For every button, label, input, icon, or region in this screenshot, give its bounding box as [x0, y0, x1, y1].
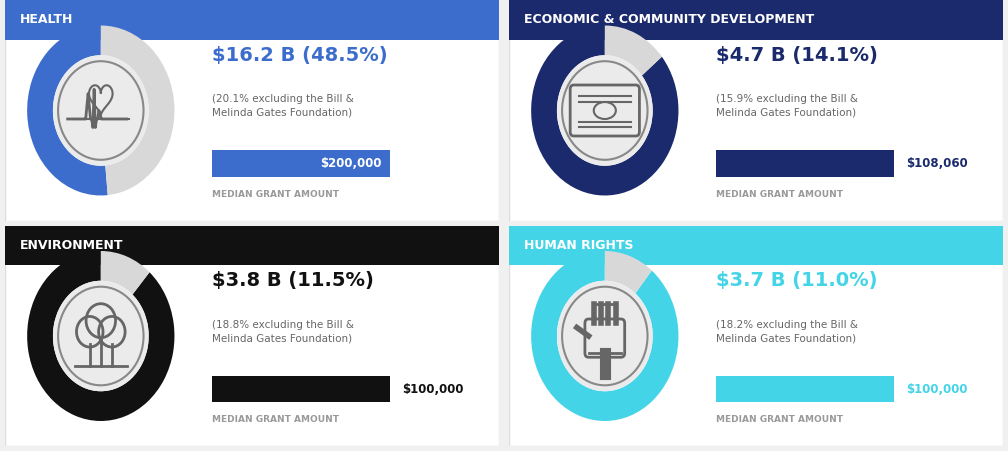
FancyBboxPatch shape — [5, 0, 499, 221]
Text: (18.2% excluding the Bill &
Melinda Gates Foundation): (18.2% excluding the Bill & Melinda Gate… — [717, 320, 859, 343]
Circle shape — [53, 281, 149, 391]
FancyBboxPatch shape — [5, 226, 499, 265]
FancyBboxPatch shape — [509, 226, 1003, 265]
FancyBboxPatch shape — [509, 226, 1003, 446]
Wedge shape — [27, 251, 174, 421]
FancyBboxPatch shape — [213, 150, 390, 177]
Text: HEALTH: HEALTH — [20, 14, 74, 27]
Text: $4.7 B (14.1%): $4.7 B (14.1%) — [717, 46, 878, 65]
Wedge shape — [531, 26, 678, 195]
Circle shape — [58, 61, 143, 160]
FancyBboxPatch shape — [509, 0, 1003, 40]
Text: MEDIAN GRANT AMOUNT: MEDIAN GRANT AMOUNT — [717, 190, 844, 199]
Text: MEDIAN GRANT AMOUNT: MEDIAN GRANT AMOUNT — [717, 415, 844, 424]
FancyBboxPatch shape — [5, 0, 499, 40]
FancyBboxPatch shape — [717, 376, 894, 402]
Text: ENVIRONMENT: ENVIRONMENT — [20, 239, 123, 252]
Text: (15.9% excluding the Bill &
Melinda Gates Foundation): (15.9% excluding the Bill & Melinda Gate… — [717, 94, 859, 118]
Wedge shape — [27, 26, 108, 195]
Text: $100,000: $100,000 — [906, 382, 968, 396]
Wedge shape — [531, 251, 678, 421]
Wedge shape — [101, 26, 174, 195]
Text: (20.1% excluding the Bill &
Melinda Gates Foundation): (20.1% excluding the Bill & Melinda Gate… — [213, 94, 354, 118]
FancyBboxPatch shape — [5, 226, 499, 446]
Circle shape — [556, 55, 653, 166]
Text: MEDIAN GRANT AMOUNT: MEDIAN GRANT AMOUNT — [213, 415, 340, 424]
Wedge shape — [101, 251, 149, 295]
Text: ECONOMIC & COMMUNITY DEVELOPMENT: ECONOMIC & COMMUNITY DEVELOPMENT — [524, 14, 814, 27]
Wedge shape — [605, 251, 652, 294]
Text: $200,000: $200,000 — [321, 157, 382, 170]
Text: $3.7 B (11.0%): $3.7 B (11.0%) — [717, 271, 878, 290]
FancyBboxPatch shape — [717, 150, 894, 177]
Text: HUMAN RIGHTS: HUMAN RIGHTS — [524, 239, 633, 252]
Text: $3.8 B (11.5%): $3.8 B (11.5%) — [213, 271, 374, 290]
Circle shape — [562, 287, 647, 385]
Circle shape — [562, 61, 647, 160]
FancyBboxPatch shape — [509, 0, 1003, 221]
Text: MEDIAN GRANT AMOUNT: MEDIAN GRANT AMOUNT — [213, 190, 340, 199]
Circle shape — [58, 287, 143, 385]
Circle shape — [53, 55, 149, 166]
FancyBboxPatch shape — [213, 376, 390, 402]
Text: $16.2 B (48.5%): $16.2 B (48.5%) — [213, 46, 388, 65]
Text: $100,000: $100,000 — [402, 382, 464, 396]
Wedge shape — [605, 26, 662, 76]
Circle shape — [556, 281, 653, 391]
Text: (18.8% excluding the Bill &
Melinda Gates Foundation): (18.8% excluding the Bill & Melinda Gate… — [213, 320, 355, 343]
Text: $108,060: $108,060 — [906, 157, 968, 170]
